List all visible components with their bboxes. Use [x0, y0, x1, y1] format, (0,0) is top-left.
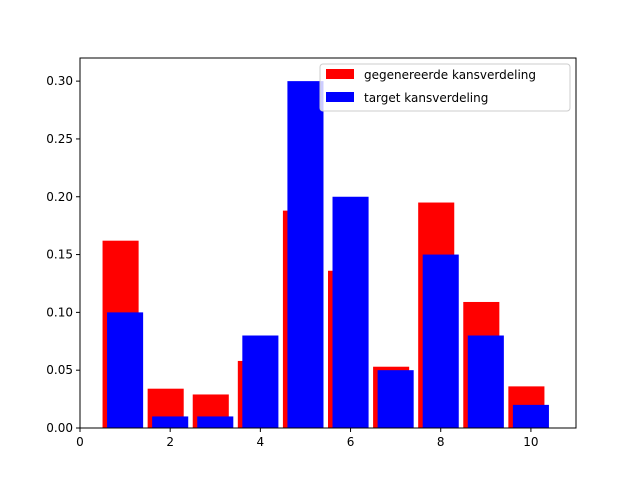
x-tick-label: 10	[523, 435, 538, 449]
legend-swatch-target	[326, 92, 354, 102]
x-tick-label: 2	[166, 435, 174, 449]
bar-target-8	[422, 254, 459, 428]
x-tick-label: 8	[437, 435, 445, 449]
bar-target-3	[197, 416, 234, 428]
y-tick-label: 0.20	[46, 190, 73, 204]
x-tick-label: 4	[257, 435, 265, 449]
y-tick-label: 0.15	[46, 248, 73, 262]
bar-target-2	[152, 416, 189, 428]
bar-target-9	[467, 335, 504, 428]
bar-target-1	[107, 312, 144, 428]
legend-label-target: target kansverdeling	[364, 91, 488, 105]
bar-target-6	[332, 196, 369, 428]
legend: gegenereerde kansverdeling target kansve…	[319, 63, 571, 112]
y-tick-label: 0.05	[46, 363, 73, 377]
bar-target-5	[287, 81, 324, 428]
y-tick-label: 0.10	[46, 305, 73, 319]
y-tick-label: 0.00	[46, 421, 73, 435]
bar-target-4	[242, 335, 279, 428]
legend-frame	[319, 63, 571, 112]
x-tick-label: 0	[76, 435, 84, 449]
legend-swatch-gegenereerde	[326, 69, 354, 79]
x-axis: 0 2 4 6 8 10	[76, 428, 539, 449]
bars-group	[102, 81, 549, 428]
plot-frame	[79, 57, 577, 429]
bar-target-7	[377, 370, 414, 428]
legend-label-gegenereerde: gegenereerde kansverdeling	[364, 68, 536, 82]
bar-target-10	[512, 404, 549, 428]
y-tick-label: 0.25	[46, 132, 73, 146]
y-axis: 0.00 0.05 0.10 0.15 0.20 0.25 0.30	[46, 74, 80, 435]
x-tick-label: 6	[347, 435, 355, 449]
y-tick-label: 0.30	[46, 74, 73, 88]
